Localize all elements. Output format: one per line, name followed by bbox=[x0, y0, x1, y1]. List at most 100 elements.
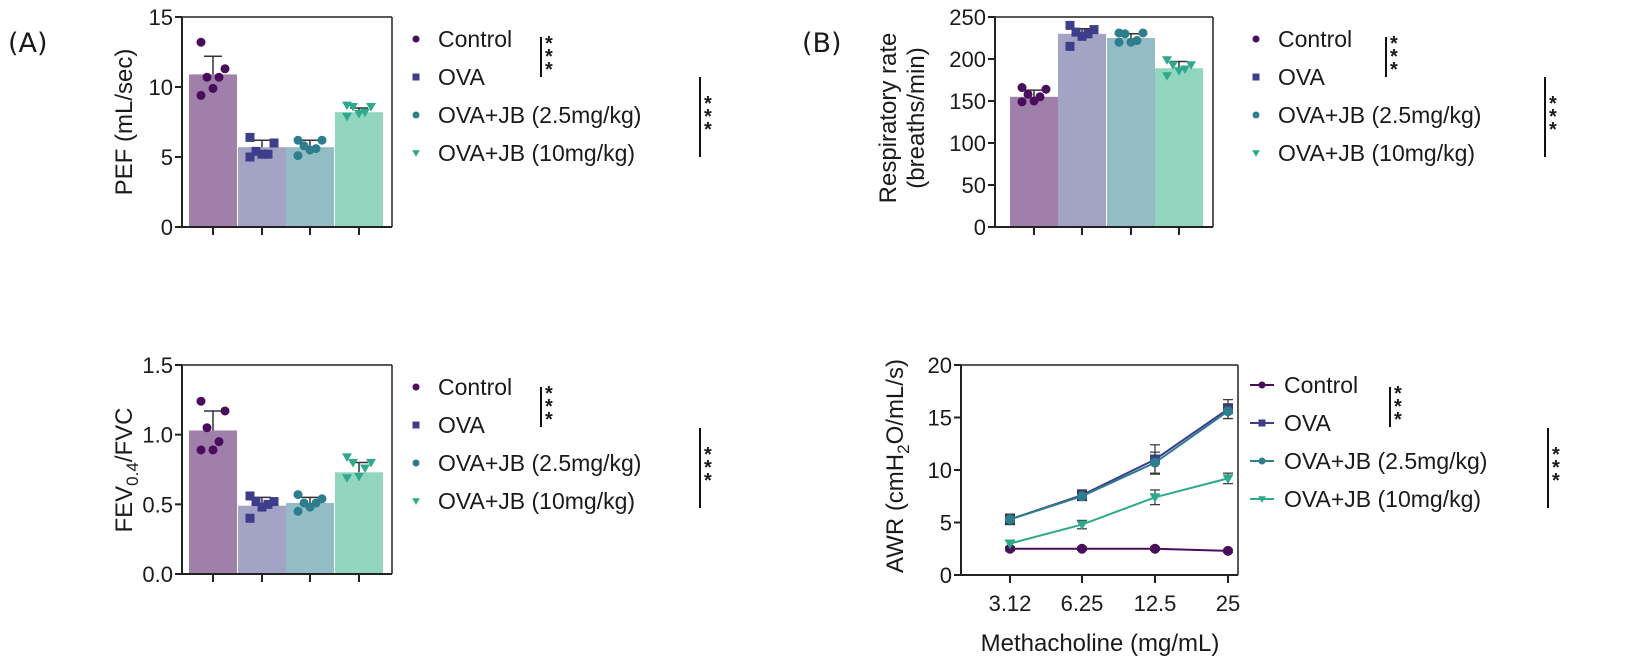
awr-significance-star: * bbox=[1552, 444, 1560, 466]
fev-legend-marker bbox=[412, 459, 420, 467]
fev-data-point bbox=[354, 472, 364, 482]
rr-data-point bbox=[1126, 37, 1136, 47]
awr-legend-marker bbox=[1258, 457, 1266, 465]
pef-bar bbox=[335, 112, 383, 227]
fev-legend-label: Control bbox=[438, 374, 512, 400]
rr-y-tick-label: 50 bbox=[962, 173, 986, 198]
rr-legend-marker bbox=[1252, 111, 1260, 119]
fev-data-point bbox=[245, 491, 255, 501]
rr-data-point bbox=[1077, 31, 1087, 41]
pef-bar bbox=[286, 147, 334, 227]
awr-data-point bbox=[1004, 539, 1016, 549]
pef-data-point bbox=[366, 103, 376, 112]
pef-data-point bbox=[245, 152, 255, 162]
awr-ylabel-b: O/mL/s) bbox=[882, 359, 909, 444]
fev-legend-marker bbox=[412, 421, 420, 429]
pef-data-point bbox=[342, 112, 352, 122]
fev-y-tick-label: 1.5 bbox=[142, 353, 173, 378]
pef-data-point bbox=[348, 103, 358, 112]
pef-data-point bbox=[269, 138, 279, 148]
fev-significance-star: * bbox=[545, 383, 553, 405]
pef-data-point bbox=[196, 90, 206, 100]
rr-ylabel-line1: Respiratory rate bbox=[875, 33, 902, 204]
rr-legend-marker bbox=[1252, 73, 1260, 81]
awr-y-tick-label: 20 bbox=[928, 353, 952, 378]
awr-legend-label: OVA+JB (2.5mg/kg) bbox=[1284, 448, 1487, 474]
fev-data-point bbox=[263, 499, 273, 509]
pef-data-point bbox=[354, 110, 364, 119]
rr-data-point bbox=[1168, 61, 1178, 70]
fev-legend-label: OVA+JB (2.5mg/kg) bbox=[438, 450, 641, 476]
fev-ylabel: FEV0.4/FVC bbox=[111, 408, 142, 533]
rr-y-tick-label: 0 bbox=[974, 215, 986, 240]
awr-x-tick-label: 12.5 bbox=[1134, 591, 1177, 616]
rr-chart: 0 50 100 150 200 250 Control OVA OVA+JB (2.5mg/k… bbox=[949, 5, 1557, 240]
rr-y-tick-label: 150 bbox=[949, 89, 986, 114]
rr-significance-star: * bbox=[1549, 93, 1557, 115]
fev-data-point bbox=[257, 502, 267, 512]
fev-ylabel-tail: /FVC bbox=[111, 408, 138, 463]
pef-data-point bbox=[202, 72, 212, 82]
pef-legend-label: OVA bbox=[438, 64, 486, 90]
rr-legend-label: Control bbox=[1278, 26, 1352, 52]
awr-legend-label: OVA+JB (10mg/kg) bbox=[1284, 486, 1481, 512]
awr-x-tick-label: 6.25 bbox=[1061, 591, 1104, 616]
rr-data-point bbox=[1071, 27, 1081, 37]
awr-significance-star: * bbox=[1394, 383, 1402, 405]
rr-data-point bbox=[1089, 25, 1099, 35]
pef-significance-star: * bbox=[704, 93, 712, 115]
pef-ylabel: PEF (mL/sec) bbox=[111, 49, 138, 196]
rr-bar bbox=[1058, 33, 1106, 227]
rr-data-point bbox=[1162, 56, 1172, 65]
awr-y-tick-label: 10 bbox=[928, 458, 952, 483]
fev-significance-star: * bbox=[704, 457, 712, 479]
rr-data-point bbox=[1017, 97, 1027, 107]
awr-data-point bbox=[1150, 543, 1160, 554]
rr-data-point bbox=[1083, 29, 1093, 39]
awr-significance-star: * bbox=[1552, 470, 1560, 492]
pef-y-tick-label: 5 bbox=[161, 145, 173, 170]
pef-bar bbox=[238, 147, 286, 227]
pef-legend-label: OVA+JB (2.5mg/kg) bbox=[438, 102, 641, 128]
fev-data-point bbox=[269, 497, 279, 507]
pef-y-tick-label: 15 bbox=[149, 5, 173, 30]
rr-data-point bbox=[1120, 29, 1130, 39]
fev-data-point bbox=[293, 506, 303, 516]
awr-ylabel: AWR (cmH2O/mL/s) bbox=[882, 359, 913, 573]
awr-y-tick-label: 5 bbox=[940, 511, 952, 536]
pef-data-point bbox=[317, 135, 327, 145]
pef-data-point bbox=[257, 149, 267, 159]
rr-data-point bbox=[1186, 61, 1196, 70]
awr-x-tick-label: 3.12 bbox=[989, 591, 1032, 616]
fev-bar bbox=[238, 505, 286, 574]
awr-data-point bbox=[1005, 514, 1015, 525]
fev-legend-marker bbox=[412, 383, 420, 391]
awr-legend-marker bbox=[1258, 381, 1266, 389]
rr-y-tick-label: 200 bbox=[949, 47, 986, 72]
awr-data-point bbox=[1150, 457, 1160, 468]
pef-data-point bbox=[251, 146, 261, 156]
rr-bar bbox=[1010, 96, 1058, 227]
rr-legend-marker bbox=[1252, 150, 1260, 157]
pef-data-point bbox=[196, 37, 206, 47]
fev-data-point bbox=[245, 513, 255, 523]
awr-ylabel-sub: 2 bbox=[894, 444, 913, 453]
fev-data-point bbox=[293, 490, 303, 500]
awr-data-point bbox=[1149, 493, 1161, 503]
awr-x-tick-label: 25 bbox=[1216, 591, 1240, 616]
fev-data-point bbox=[342, 474, 352, 483]
fev-data-point bbox=[196, 445, 206, 455]
fev-y-tick-label: 0.0 bbox=[142, 562, 173, 587]
panel-label-a: (A) bbox=[8, 28, 48, 59]
pef-data-point bbox=[220, 64, 230, 74]
pef-significance-star: * bbox=[704, 106, 712, 128]
pef-legend-marker bbox=[412, 73, 420, 81]
awr-series-line bbox=[1009, 477, 1229, 545]
awr-significance-star: * bbox=[1394, 396, 1402, 418]
awr-ylabel-a: AWR (cmH bbox=[882, 454, 909, 573]
rr-bar bbox=[1107, 38, 1155, 227]
fev-ylabel-sub: 0.4 bbox=[123, 462, 142, 486]
pef-legend-label: Control bbox=[438, 26, 512, 52]
rr-data-point bbox=[1023, 89, 1033, 99]
rr-significance-star: * bbox=[1390, 46, 1398, 68]
